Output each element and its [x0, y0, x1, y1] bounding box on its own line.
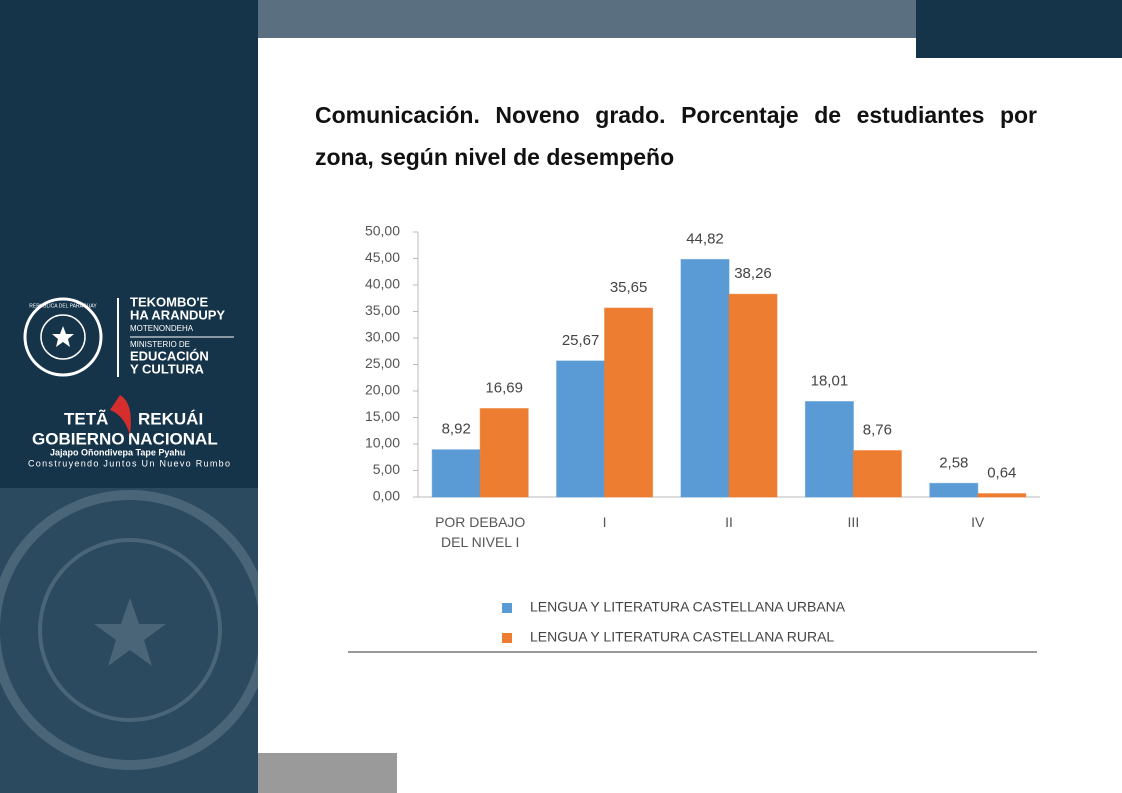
value-label: 2,58 [939, 454, 968, 471]
logo-text: TETÃ [64, 408, 108, 428]
seal-text: REPUBLICA DEL PARAGUAY [29, 303, 97, 309]
x-tick-label: IV [971, 514, 985, 530]
y-tick-label: 10,00 [365, 435, 400, 451]
y-tick-label: 20,00 [365, 382, 400, 398]
y-tick-label: 30,00 [365, 329, 400, 345]
value-label: 25,67 [562, 332, 600, 349]
star [52, 326, 74, 347]
logo-text: Construyendo Juntos Un Nuevo Rumbo [28, 458, 231, 468]
bottom-bar [258, 753, 397, 793]
y-tick-label: 45,00 [365, 249, 400, 265]
legend-swatch [502, 603, 512, 613]
chart-title: Comunicación. Noveno grado. Porcentaje d… [315, 102, 1037, 170]
value-label: 8,92 [442, 421, 471, 438]
value-label: 38,26 [734, 265, 772, 282]
value-label: 16,69 [485, 380, 523, 397]
bar [479, 408, 529, 498]
bar [680, 258, 730, 498]
logo-text: NACIONAL [128, 429, 218, 448]
logo-text: Y CULTURA [130, 361, 205, 376]
logo-text: MOTENONDEHA [130, 324, 194, 333]
logo-text: EDUCACIÓN [130, 348, 209, 363]
seal-inner [40, 314, 86, 360]
bar [431, 449, 481, 498]
value-label: 0,64 [987, 465, 1016, 482]
bar [929, 482, 979, 498]
logo-text: REKUÁI [138, 409, 203, 428]
value-label: 18,01 [811, 373, 849, 390]
big-star [94, 598, 166, 666]
flag-swoosh [110, 395, 131, 435]
top-bar [258, 0, 916, 38]
x-tick-label: III [847, 514, 860, 530]
logo-text: MINISTERIO DE [130, 340, 190, 349]
top-block [916, 0, 1122, 58]
bar [804, 401, 854, 498]
legend-swatch [502, 633, 512, 643]
y-tick-label: 15,00 [365, 408, 400, 424]
y-tick-label: 50,00 [365, 223, 400, 239]
logo-text: HA ARANDUPY [130, 307, 225, 322]
legend-label: LENGUA Y LITERATURA CASTELLANA RURAL [530, 629, 834, 645]
x-tick-label: POR DEBAJO DEL NIVEL I [435, 514, 526, 550]
y-tick-label: 0,00 [373, 488, 400, 504]
y-tick-label: 40,00 [365, 276, 400, 292]
bar [556, 360, 606, 498]
value-label: 8,76 [863, 422, 892, 439]
big-seal [0, 490, 258, 770]
value-label: 44,82 [686, 230, 724, 247]
y-tick-label: 5,00 [373, 461, 400, 477]
y-tick-label: 35,00 [365, 302, 400, 318]
logo-text: Jajapo Oñondivepa Tape Pyahu [50, 447, 185, 457]
logo-text: TEKOMBO'E [130, 294, 209, 309]
bar [852, 450, 902, 498]
x-tick-label: II [725, 514, 733, 530]
sidebar-art: REPUBLICA DEL PARAGUAY TEKOMBO'E HA ARAN… [0, 294, 258, 793]
x-tick-label: I [602, 514, 607, 530]
legend-label: LENGUA Y LITERATURA CASTELLANA URBANA [530, 599, 846, 615]
seal [23, 297, 103, 377]
big-seal-inner [38, 538, 222, 722]
bar [604, 307, 654, 498]
logo-text: GOBIERNO [32, 429, 125, 448]
value-label: 35,65 [610, 279, 648, 296]
y-tick-label: 25,00 [365, 355, 400, 371]
bar [728, 293, 778, 498]
bar [977, 493, 1027, 498]
